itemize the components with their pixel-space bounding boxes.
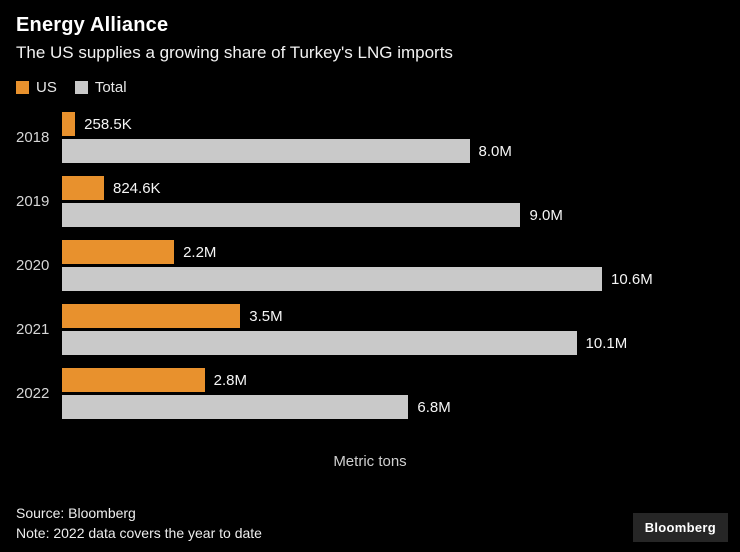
- bar-total-2020: [62, 267, 602, 291]
- bar-track-us-2019: 824.6K: [62, 176, 724, 200]
- chart-row-2021: 2021 3.5M 10.1M: [16, 304, 724, 355]
- value-label-total-2020: 10.6M: [611, 270, 653, 288]
- value-label-total-2019: 9.0M: [529, 206, 563, 224]
- bar-track-total-2021: 10.1M: [62, 331, 724, 355]
- bar-track-us-2020: 2.2M: [62, 240, 724, 264]
- bar-track-total-2022: 6.8M: [62, 395, 724, 419]
- year-label-2019: 2019: [16, 193, 50, 210]
- bar-us-2018: [62, 112, 76, 136]
- legend-item-us: US: [16, 79, 57, 96]
- year-label-2018: 2018: [16, 129, 50, 146]
- value-label-total-2018: 8.0M: [478, 142, 512, 160]
- year-label-2022: 2022: [16, 385, 50, 402]
- bar-us-2019: [62, 176, 104, 200]
- chart-row-2018: 2018 258.5K 8.0M: [16, 112, 724, 163]
- note-text: Note: 2022 data covers the year to date: [16, 524, 262, 541]
- year-label-2020: 2020: [16, 257, 50, 274]
- value-label-total-2022: 6.8M: [417, 398, 451, 416]
- bar-track-us-2021: 3.5M: [62, 304, 724, 328]
- bar-chart: 2018 258.5K 8.0M 2019 824.6K 9.0M 2020 2.2M 10.6…: [16, 112, 724, 419]
- bar-us-2022: [62, 368, 205, 392]
- legend: US Total: [16, 79, 724, 96]
- value-label-us-2021: 3.5M: [249, 307, 283, 325]
- bar-track-total-2020: 10.6M: [62, 267, 724, 291]
- bar-us-2021: [62, 304, 241, 328]
- legend-swatch-us: [16, 81, 29, 94]
- chart-row-2019: 2019 824.6K 9.0M: [16, 176, 724, 227]
- bloomberg-logo: Bloomberg: [632, 513, 728, 542]
- bar-group-2019: 824.6K 9.0M: [62, 176, 724, 227]
- legend-item-total: Total: [74, 79, 127, 96]
- bar-total-2021: [62, 331, 577, 355]
- bar-track-us-2022: 2.8M: [62, 368, 724, 392]
- bar-group-2020: 2.2M 10.6M: [62, 240, 724, 291]
- value-label-us-2022: 2.8M: [213, 371, 247, 389]
- chart-row-2020: 2020 2.2M 10.6M: [16, 240, 724, 291]
- footer: Source: Bloomberg Note: 2022 data covers…: [16, 503, 262, 542]
- legend-label-total: Total: [94, 79, 127, 96]
- bar-total-2018: [62, 139, 470, 163]
- bar-track-us-2018: 258.5K: [62, 112, 724, 136]
- source-text: Source: Bloomberg: [16, 505, 136, 521]
- bar-total-2022: [62, 395, 409, 419]
- legend-label-us: US: [36, 79, 57, 96]
- bar-track-total-2019: 9.0M: [62, 203, 724, 227]
- bar-group-2021: 3.5M 10.1M: [62, 304, 724, 355]
- bar-group-2018: 258.5K 8.0M: [62, 112, 724, 163]
- legend-swatch-total: [74, 81, 88, 94]
- chart-row-2022: 2022 2.8M 6.8M: [16, 368, 724, 419]
- value-label-us-2020: 2.2M: [183, 243, 217, 261]
- bar-total-2019: [62, 203, 521, 227]
- value-label-total-2021: 10.1M: [585, 334, 628, 352]
- x-axis-label: Metric tons: [333, 453, 407, 470]
- bar-group-2022: 2.8M 6.8M: [62, 368, 724, 419]
- value-label-us-2019: 824.6K: [113, 179, 161, 197]
- page-subtitle: The US supplies a growing share of Turke…: [16, 43, 453, 62]
- value-label-us-2018: 258.5K: [84, 115, 132, 133]
- bar-track-total-2018: 8.0M: [62, 139, 724, 163]
- page-title: Energy Alliance: [16, 14, 169, 36]
- bar-us-2020: [62, 240, 175, 264]
- year-label-2021: 2021: [16, 321, 50, 338]
